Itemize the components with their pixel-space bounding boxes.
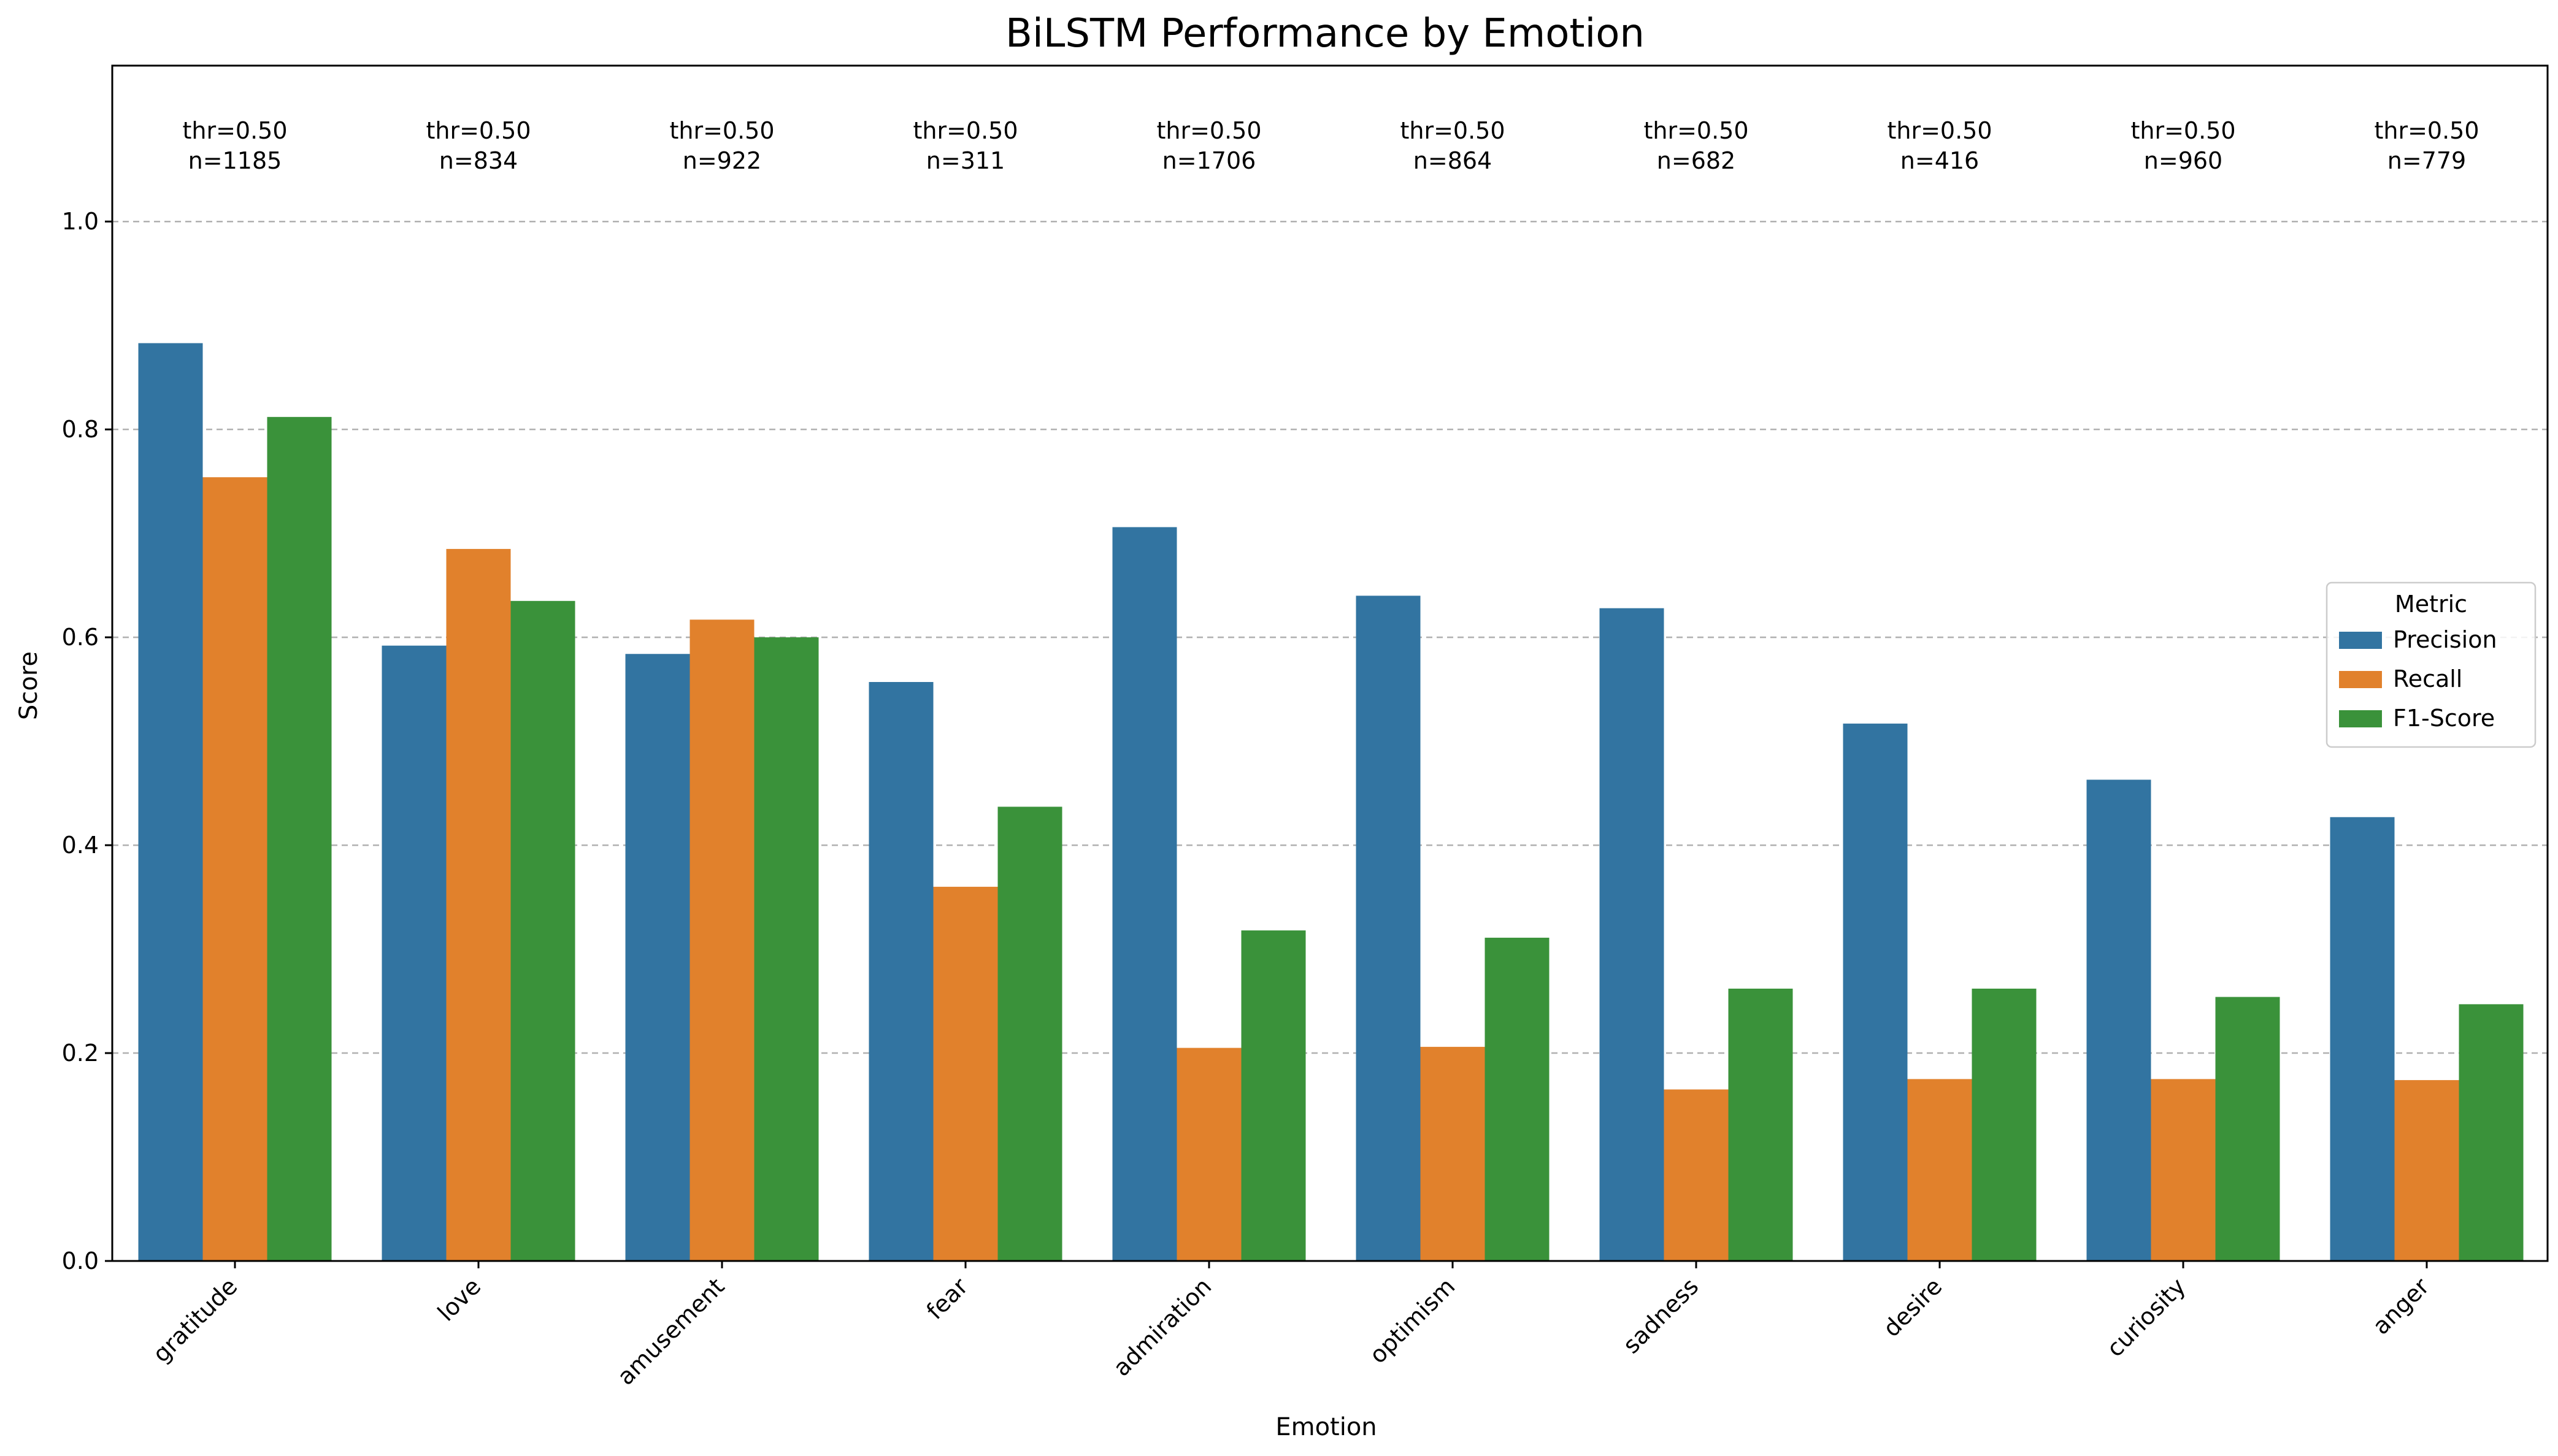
bar-recall-curiosity — [2151, 1079, 2216, 1261]
y-tick-label: 0.4 — [62, 832, 99, 859]
y-tick-label: 0.8 — [62, 416, 99, 443]
bar-f1-score-amusement — [754, 637, 819, 1261]
plot-frame — [111, 64, 2549, 1262]
bar-f1-score-admiration — [1241, 930, 1306, 1261]
legend-label: Recall — [2393, 665, 2462, 692]
bar-precision-anger — [2330, 817, 2395, 1261]
bar-precision-curiosity — [2086, 780, 2151, 1261]
y-axis: 0.0 0.2 0.4 0.6 0.8 1.0 — [62, 208, 112, 1274]
annotation-count: n=864 — [1413, 147, 1492, 174]
bar-group-annotations: thr=0.50 n=1185 thr=0.50 n=834 thr=0.50 n=922… — [182, 117, 2479, 174]
annotation-threshold: thr=0.50 — [1887, 117, 1992, 144]
annotation-threshold: thr=0.50 — [426, 117, 531, 144]
annotation-count: n=922 — [683, 147, 761, 174]
bar-recall-optimism — [1420, 1046, 1485, 1261]
bar-f1-score-love — [510, 600, 575, 1262]
x-tick-label: desire — [1878, 1273, 1947, 1342]
bar-precision-sadness — [1599, 608, 1664, 1261]
x-tick-label: amusement — [612, 1273, 730, 1390]
legend-swatch — [2339, 632, 2382, 649]
x-tick-label: sadness — [1618, 1273, 1703, 1358]
bar-precision-amusement — [625, 654, 690, 1261]
annotation-count: n=416 — [1900, 147, 1979, 174]
bar-recall-love — [446, 549, 511, 1261]
x-axis: gratitude love amusement fear admiration opti… — [148, 1261, 2435, 1390]
x-tick-label: love — [432, 1273, 486, 1326]
annotation-count: n=682 — [1657, 147, 1735, 174]
x-tick-label: fear — [921, 1273, 974, 1325]
bar-f1-score-fear — [997, 807, 1062, 1261]
annotation-count: n=779 — [2387, 147, 2466, 174]
legend-label: Precision — [2393, 626, 2497, 653]
annotation-count: n=1706 — [1162, 147, 1256, 174]
bar-precision-gratitude — [138, 343, 203, 1261]
legend-label: F1-Score — [2393, 705, 2495, 732]
bar-recall-amusement — [689, 619, 755, 1262]
bar-f1-score-desire — [1972, 988, 2037, 1261]
legend-swatch — [2339, 710, 2382, 727]
bars — [138, 343, 2524, 1262]
x-tick-label: admiration — [1108, 1273, 1216, 1381]
bar-recall-fear — [933, 886, 998, 1261]
legend: Metric Precision Recall F1-Score — [2326, 581, 2537, 748]
y-tick-label: 0.0 — [62, 1247, 99, 1274]
annotation-count: n=960 — [2144, 147, 2222, 174]
bar-f1-score-anger — [2459, 1004, 2524, 1261]
x-tick-label: anger — [2367, 1273, 2435, 1340]
y-tick-label: 0.6 — [62, 624, 99, 651]
x-axis-label: Emotion — [1275, 1413, 1377, 1441]
y-tick-label: 0.2 — [62, 1040, 99, 1067]
x-tick-label: gratitude — [148, 1273, 243, 1368]
bar-f1-score-gratitude — [267, 416, 332, 1261]
bar-recall-admiration — [1177, 1048, 1242, 1261]
annotation-threshold: thr=0.50 — [182, 117, 287, 144]
bar-precision-optimism — [1356, 596, 1421, 1261]
annotation-count: n=311 — [926, 147, 1005, 174]
annotation-count: n=1185 — [188, 147, 282, 174]
y-tick-label: 1.0 — [62, 208, 99, 235]
annotation-threshold: thr=0.50 — [1400, 117, 1505, 144]
bar-precision-desire — [1843, 723, 1908, 1261]
bar-precision-admiration — [1112, 527, 1177, 1262]
bar-precision-love — [382, 645, 447, 1261]
annotation-threshold: thr=0.50 — [2374, 117, 2479, 144]
x-tick-label: curiosity — [2102, 1273, 2191, 1362]
x-tick-label: optimism — [1364, 1273, 1460, 1368]
annotation-threshold: thr=0.50 — [669, 117, 774, 144]
legend-box — [2326, 581, 2537, 748]
bar-recall-anger — [2394, 1080, 2459, 1261]
annotation-threshold: thr=0.50 — [2130, 117, 2235, 144]
legend-swatch — [2339, 671, 2382, 688]
bar-f1-score-sadness — [1728, 988, 1793, 1261]
bar-recall-desire — [1907, 1079, 1972, 1261]
annotation-threshold: thr=0.50 — [1643, 117, 1748, 144]
annotation-count: n=834 — [439, 147, 518, 174]
bar-f1-score-curiosity — [2215, 997, 2280, 1261]
bar-f1-score-optimism — [1484, 937, 1550, 1261]
chart-title: BiLSTM Performance by Emotion — [1005, 11, 1645, 56]
annotation-threshold: thr=0.50 — [913, 117, 1018, 144]
annotation-threshold: thr=0.50 — [1156, 117, 1261, 144]
bar-recall-gratitude — [202, 477, 267, 1261]
bar-precision-fear — [869, 682, 934, 1261]
bar-recall-sadness — [1664, 1089, 1729, 1261]
legend-title: Metric — [2395, 591, 2467, 618]
y-axis-label: Score — [15, 651, 43, 720]
